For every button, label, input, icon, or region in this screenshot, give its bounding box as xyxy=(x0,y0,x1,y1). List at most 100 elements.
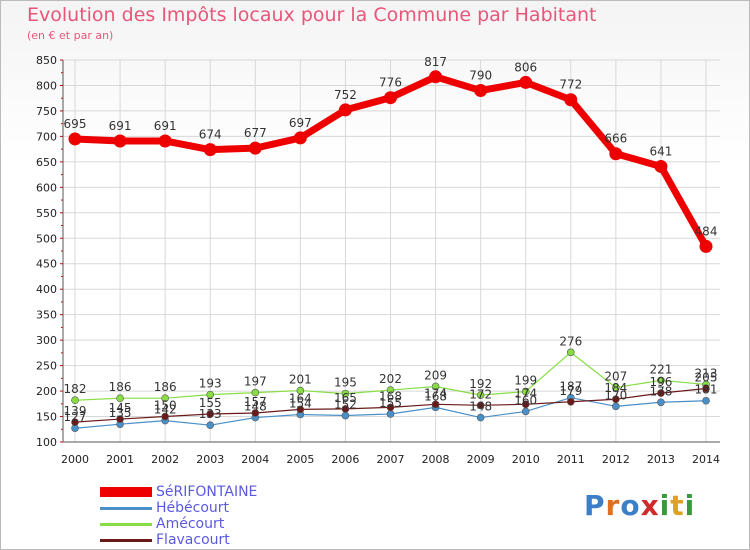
data-label: 168 xyxy=(379,389,402,403)
y-tick-label: 600 xyxy=(36,181,57,194)
data-label: 205 xyxy=(695,371,718,385)
point-2-3 xyxy=(206,390,215,399)
legend-label: Amécourt xyxy=(156,516,225,532)
data-label: 182 xyxy=(64,382,87,396)
x-tick-label: 2001 xyxy=(106,453,134,466)
legend-swatch xyxy=(100,507,152,510)
y-tick-label: 200 xyxy=(36,385,57,398)
data-label: 192 xyxy=(469,377,492,391)
legend-swatch xyxy=(100,539,152,542)
data-label: 776 xyxy=(379,76,402,90)
data-label: 178 xyxy=(649,384,672,398)
y-tick-label: 450 xyxy=(36,258,57,271)
point-2-11 xyxy=(566,348,575,357)
y-tick-label: 550 xyxy=(36,207,57,220)
y-tick-label: 300 xyxy=(36,334,57,347)
point-3-7 xyxy=(386,403,395,412)
axes: 100 150 200 250 300 350 400 450 500 550 600 650 700 7… xyxy=(36,54,720,466)
point-0-9 xyxy=(474,84,488,98)
data-label: 752 xyxy=(334,88,357,102)
data-label: 145 xyxy=(109,401,132,415)
data-label: 148 xyxy=(244,400,267,414)
data-label: 691 xyxy=(154,119,177,133)
data-label: 677 xyxy=(244,126,267,140)
point-0-4 xyxy=(248,141,262,155)
logo-letter: i xyxy=(659,489,671,522)
point-3-13 xyxy=(657,389,665,397)
data-label: 157 xyxy=(244,395,267,409)
point-0-13 xyxy=(654,159,668,173)
x-tick-label: 2002 xyxy=(151,453,179,466)
data-label: 790 xyxy=(469,69,492,83)
point-0-5 xyxy=(293,131,307,145)
point-1-7 xyxy=(386,410,395,418)
point-2-0 xyxy=(71,396,79,405)
point-3-3 xyxy=(206,410,215,418)
data-label: 150 xyxy=(154,399,177,413)
point-1-10 xyxy=(521,407,530,416)
x-tick-label: 2006 xyxy=(331,453,359,466)
data-label: 666 xyxy=(604,132,627,146)
series-group xyxy=(68,70,713,433)
point-2-7 xyxy=(386,386,395,394)
data-label: 193 xyxy=(199,377,222,391)
point-1-12 xyxy=(612,402,620,411)
point-1-13 xyxy=(657,398,665,407)
data-label: 213 xyxy=(695,366,718,380)
data-label: 170 xyxy=(604,388,627,402)
data-label: 148 xyxy=(469,400,492,414)
data-label: 165 xyxy=(334,391,357,405)
data-label: 674 xyxy=(199,128,222,142)
data-label: 133 xyxy=(199,407,222,421)
data-label: 202 xyxy=(379,372,402,386)
y-tick-label: 800 xyxy=(36,79,57,92)
data-label: 142 xyxy=(154,403,177,417)
legend-swatch xyxy=(100,487,152,497)
data-label: 155 xyxy=(199,396,222,410)
data-label: 152 xyxy=(334,398,357,412)
data-label: 221 xyxy=(649,362,672,376)
point-0-11 xyxy=(564,93,578,107)
data-label: 196 xyxy=(649,375,672,389)
data-label: 135 xyxy=(109,406,132,420)
x-tick-label: 2004 xyxy=(241,453,269,466)
data-label: 187 xyxy=(559,380,582,394)
proxiti-logo: Proxiti xyxy=(584,489,695,522)
x-tick-label: 2012 xyxy=(602,453,630,466)
data-label: 164 xyxy=(289,391,312,405)
logo-letter: r xyxy=(605,489,621,522)
point-3-4 xyxy=(251,409,260,417)
legend-label: Hébécourt xyxy=(156,500,230,516)
point-1-3 xyxy=(206,421,215,429)
data-label: 168 xyxy=(424,389,447,403)
point-3-8 xyxy=(431,400,440,409)
y-tick-label: 850 xyxy=(36,54,57,67)
logo-letter: x xyxy=(640,489,660,522)
point-2-10 xyxy=(521,387,530,396)
point-0-3 xyxy=(203,143,217,157)
point-3-0 xyxy=(71,418,79,426)
data-labels: 695 691 691 674 677 697 752 776 817 790 806 772 666 6… xyxy=(64,55,718,424)
point-3-2 xyxy=(161,412,169,421)
logo-letter: P xyxy=(584,489,606,522)
y-tick-label: 500 xyxy=(36,232,57,245)
data-label: 641 xyxy=(649,144,672,158)
point-2-9 xyxy=(476,391,485,399)
point-3-9 xyxy=(476,401,485,410)
x-tick-label: 2005 xyxy=(286,453,314,466)
point-3-14 xyxy=(702,384,710,393)
point-0-0 xyxy=(68,132,82,146)
data-label: 209 xyxy=(424,368,447,382)
point-1-6 xyxy=(341,411,350,420)
point-3-11 xyxy=(566,397,575,406)
point-0-12 xyxy=(609,147,623,161)
y-tick-label: 100 xyxy=(36,436,57,449)
data-label: 127 xyxy=(64,410,87,424)
legend-label: Flavacourt xyxy=(156,532,230,548)
point-0-1 xyxy=(113,134,127,148)
data-label: 186 xyxy=(154,380,177,394)
point-3-10 xyxy=(521,400,530,409)
x-tick-label: 2003 xyxy=(196,453,224,466)
data-label: 806 xyxy=(514,60,537,74)
